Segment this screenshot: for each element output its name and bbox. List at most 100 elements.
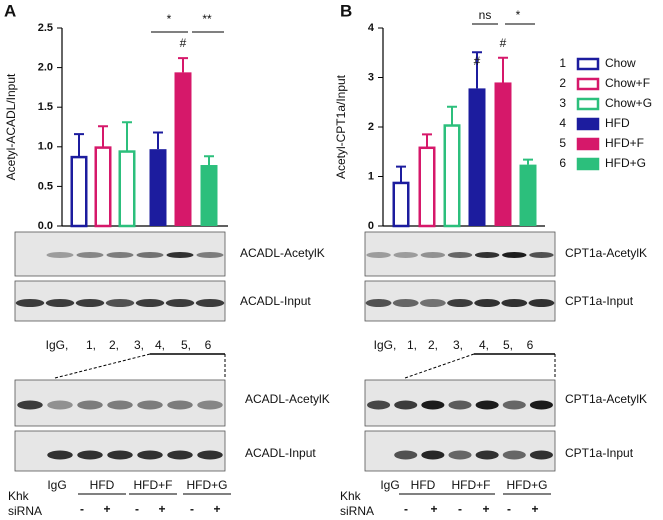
legend-swatch [576, 137, 600, 151]
blot-band [77, 450, 103, 460]
error-bar [523, 158, 533, 165]
error-bar [498, 56, 508, 83]
significance-label: # [500, 36, 507, 50]
lane-label: 3, [134, 338, 144, 352]
legend-number: 1 [559, 56, 566, 70]
blot-band [17, 400, 43, 410]
row-label: siRNA [8, 504, 42, 518]
blot-label: ACADL-Input [240, 294, 311, 308]
significance-label: # [474, 54, 481, 68]
blot-band [528, 299, 555, 307]
sign: + [103, 502, 110, 516]
blot-label: CPT1a-Input [565, 446, 634, 460]
blot-band [447, 299, 473, 307]
lane-label: 1, [86, 338, 96, 352]
blot-band [167, 450, 193, 460]
blot-band [394, 400, 418, 410]
blot-band [502, 450, 526, 460]
blot-band [75, 299, 105, 307]
legend-swatch [576, 57, 600, 71]
group-label: IgG [47, 478, 66, 492]
lane-label: 5, [181, 338, 191, 352]
legend-label: Chow+F [605, 76, 650, 90]
lane-label: IgG, [374, 338, 397, 352]
bar [468, 88, 486, 226]
blot-label: CPT1a-Input [565, 294, 634, 308]
blot-band [475, 450, 499, 460]
y-tick-label: 0.0 [38, 220, 53, 232]
group-label: HFD [90, 478, 115, 492]
lane-label: 4, [479, 338, 489, 352]
blot-band [166, 252, 194, 258]
bar [149, 149, 167, 226]
sign: + [158, 502, 165, 516]
blot-band [136, 252, 164, 258]
y-tick-label: 2 [368, 121, 374, 133]
blot-band [392, 299, 419, 307]
blot-band [15, 299, 45, 307]
sign: - [458, 502, 462, 516]
legend-label: Chow [605, 56, 636, 70]
legend-swatch [576, 157, 600, 171]
legend-label: HFD [605, 116, 630, 130]
blot-band [167, 400, 193, 410]
blot-band [474, 299, 501, 307]
error-bar [153, 131, 163, 150]
y-tick-label: 4 [368, 22, 375, 34]
row-label: siRNA [340, 504, 374, 518]
bar [94, 146, 112, 228]
lane-label: 3, [453, 338, 463, 352]
blot-band [105, 299, 135, 307]
error-bar [422, 133, 432, 148]
sign: - [80, 502, 84, 516]
sign: - [135, 502, 139, 516]
blot-band [448, 400, 472, 410]
legend-swatch [576, 77, 600, 91]
legend-label: HFD+F [605, 136, 644, 150]
error-bar [122, 121, 132, 152]
blot-band [107, 400, 133, 410]
legend-number: 6 [559, 156, 566, 170]
y-axis-label: Acetyl-ACADL/Input [4, 73, 18, 180]
blot-band [529, 400, 553, 410]
lane-label: 1, [407, 338, 417, 352]
legend-label: HFD+G [605, 156, 646, 170]
blot-band [47, 450, 73, 460]
lane-label: IgG, [46, 338, 69, 352]
row-label: Khk [8, 489, 30, 503]
error-bar [472, 51, 482, 89]
blot-label: ACADL-AcetylK [240, 246, 325, 260]
significance-label: * [167, 12, 172, 26]
group-label: HFD [411, 478, 436, 492]
blot-band [197, 400, 223, 410]
significance-label: * [516, 8, 521, 22]
error-bar [98, 125, 108, 148]
y-tick-label: 2.0 [38, 62, 53, 74]
blot-band [196, 252, 224, 258]
blot-band [393, 252, 418, 258]
bar [70, 155, 88, 228]
significance-label: # [180, 36, 187, 50]
legend-number: 4 [559, 116, 566, 130]
blot-band [137, 400, 163, 410]
legend-swatch [576, 117, 600, 131]
error-bar [204, 155, 214, 166]
blot-label: ACADL-AcetylK [245, 392, 330, 406]
error-bar [396, 165, 406, 183]
bar [392, 181, 410, 228]
y-tick-label: 1 [368, 170, 374, 182]
row-label: Khk [340, 489, 362, 503]
sign: - [190, 502, 194, 516]
legend-number: 5 [559, 136, 566, 150]
blot-band [46, 252, 74, 258]
blot-band [45, 299, 75, 307]
y-tick-label: 1.0 [38, 141, 53, 153]
y-tick-label: 1.5 [38, 101, 53, 113]
bar [118, 150, 136, 228]
bar [200, 165, 218, 226]
blot-band [447, 252, 473, 258]
blot-band [135, 299, 165, 307]
blot-band [501, 299, 528, 307]
y-tick-label: 3 [368, 71, 374, 83]
